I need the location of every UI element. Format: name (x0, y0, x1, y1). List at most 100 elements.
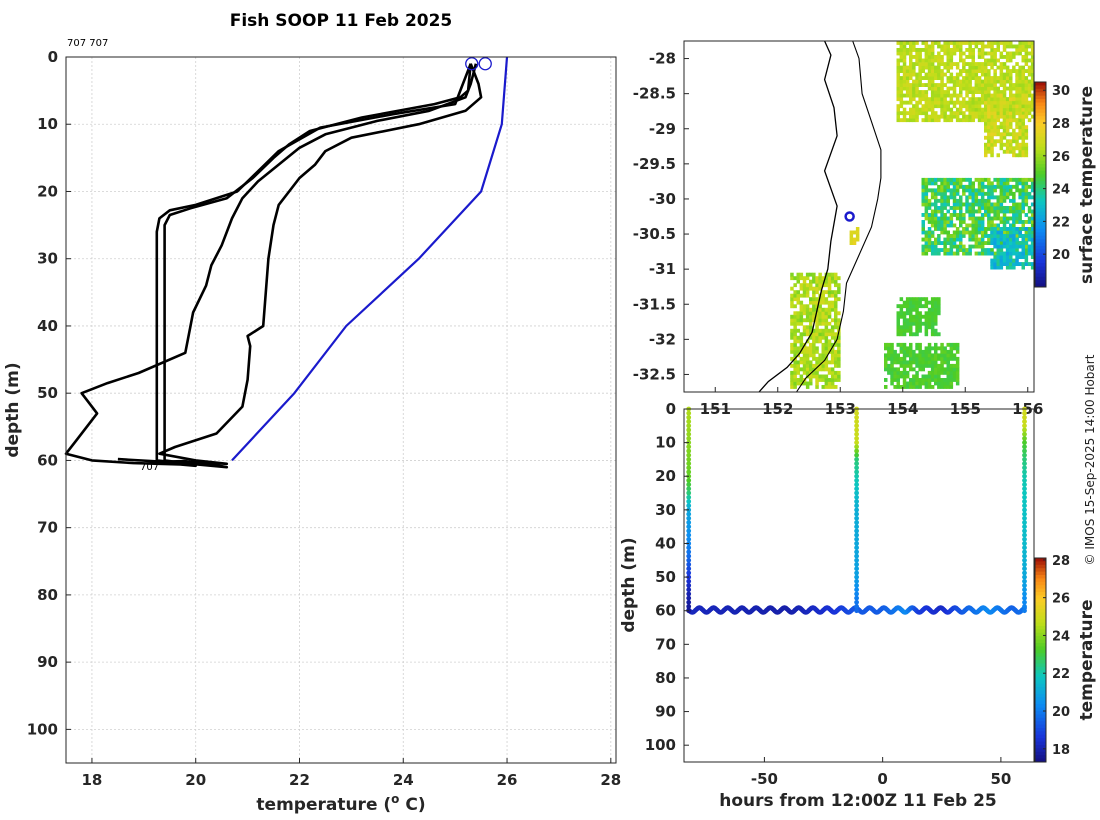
sst-cell (955, 111, 960, 116)
sst-cell (952, 177, 957, 182)
sst-cell (818, 360, 822, 365)
sst-cell (1021, 107, 1025, 112)
sst-cell (905, 65, 910, 70)
temperature-colorbar-segment (1035, 680, 1046, 685)
sst-cell (952, 202, 957, 207)
sst-cell (812, 314, 816, 319)
sst-cell (999, 265, 1004, 270)
sst-cell (1030, 44, 1035, 49)
sst-cell (890, 349, 894, 354)
sst-cell (1012, 248, 1016, 252)
sst-cell (909, 41, 913, 45)
sst-cell (996, 107, 1000, 112)
sst-cell (949, 367, 954, 372)
sst-cell (1021, 195, 1025, 200)
sst-cell (921, 349, 925, 354)
sst-cell (946, 230, 950, 235)
sst-cell (1009, 223, 1013, 228)
sst-cell (984, 184, 988, 189)
sst-cell (955, 202, 960, 207)
sst-cell (1009, 44, 1013, 49)
sst-cell (1002, 198, 1007, 203)
sst-cell (934, 181, 938, 186)
sst-cell (968, 62, 972, 66)
sst-cell (1021, 153, 1025, 158)
sst-cell (959, 100, 963, 105)
sst-cell (1012, 153, 1016, 158)
sst-cell (943, 104, 947, 109)
sst-cell (987, 149, 991, 154)
sst-cell (949, 342, 954, 347)
sst-cell (827, 300, 832, 305)
sst-cell (955, 374, 960, 379)
sst-colorbar-segment (1035, 177, 1046, 182)
sst-cell (962, 216, 966, 221)
sst-cell (930, 90, 935, 94)
sst-cell (890, 370, 894, 375)
sst-cell (1005, 241, 1010, 245)
sst-cell (855, 237, 860, 242)
sst-cell (943, 237, 947, 242)
sst-cell (818, 353, 822, 358)
section-point (686, 482, 692, 487)
sst-cell (937, 381, 941, 386)
sst-cell (824, 342, 829, 347)
sst-cell (971, 69, 975, 73)
sst-cell (937, 241, 941, 245)
sst-cell (924, 90, 929, 94)
sst-cell (987, 76, 991, 80)
sst-cell (952, 230, 957, 235)
sst-cell (937, 385, 941, 389)
sst-cell (946, 100, 950, 105)
sst-cell (793, 339, 797, 344)
sst-cell (921, 90, 925, 94)
sst-cell (940, 385, 944, 389)
sst-cell (974, 177, 979, 182)
section-point (686, 515, 692, 521)
sst-cell (980, 114, 985, 119)
sst-cell (905, 328, 910, 333)
section-point (686, 469, 692, 475)
sst-cell (796, 290, 800, 295)
sst-cell (799, 311, 804, 316)
sst-cell (902, 385, 907, 389)
sst-colorbar-segment (1035, 150, 1046, 155)
sst-cell (968, 213, 972, 217)
sst-cell (802, 325, 807, 330)
sst-cell (812, 297, 816, 302)
sst-cell (902, 79, 907, 84)
sst-cell (974, 191, 979, 196)
sst-cell (912, 118, 916, 123)
sst-cell (921, 76, 925, 80)
sst-cell (971, 104, 975, 109)
section-point (1022, 427, 1027, 433)
sst-cell (1015, 244, 1019, 249)
sst-cell (1002, 114, 1007, 119)
sst-cell (980, 65, 985, 70)
sst-cell (927, 307, 932, 312)
sst-cell (849, 241, 854, 245)
sst-cell (965, 198, 969, 203)
sst-cell (809, 272, 813, 277)
sst-cell (1027, 100, 1032, 105)
sst-cell (977, 202, 982, 207)
sst-cell (943, 100, 947, 105)
sst-cell (990, 65, 994, 70)
sst-cell (1005, 216, 1010, 221)
sst-cell (980, 181, 985, 186)
sst-cell (837, 286, 841, 291)
sst-cell (927, 86, 932, 91)
sst-cell (990, 220, 994, 224)
sst-cell (1018, 146, 1022, 151)
sst-cell (946, 241, 950, 245)
sst-cell (1009, 216, 1013, 221)
sst-cell (962, 213, 966, 217)
sst-cell (977, 244, 982, 249)
temperature-colorbar-segment (1035, 745, 1046, 749)
temperature-colorbar-segment (1035, 704, 1046, 709)
sst-cell (996, 248, 1000, 252)
sst-cell (1012, 237, 1016, 242)
sst-cell (912, 83, 916, 87)
sst-cell (1018, 93, 1022, 98)
sst-cell (999, 177, 1004, 182)
